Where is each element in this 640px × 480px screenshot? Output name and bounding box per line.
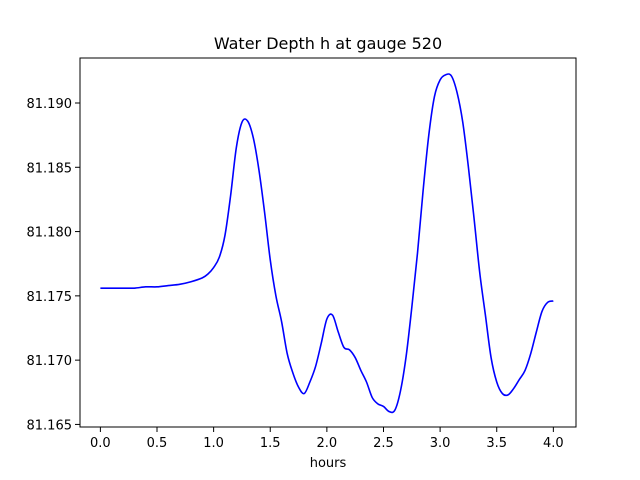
x-tick-label: 0.0 xyxy=(90,436,111,451)
x-axis-label: hours xyxy=(310,456,347,471)
x-tick-label: 3.5 xyxy=(486,436,507,451)
x-tick-label: 1.5 xyxy=(260,436,281,451)
chart-title: Water Depth h at gauge 520 xyxy=(214,34,442,53)
series-line xyxy=(100,73,554,414)
y-tick-label: 81.185 xyxy=(27,161,73,176)
series-layer xyxy=(100,73,554,414)
y-tick-label: 81.180 xyxy=(27,226,73,241)
x-tick-label: 2.0 xyxy=(317,436,338,451)
y-tick-label: 81.165 xyxy=(27,418,73,433)
y-tick-label: 81.170 xyxy=(27,354,73,369)
y-tick-label: 81.190 xyxy=(27,97,73,112)
x-tick-label: 4.0 xyxy=(543,436,564,451)
y-tick-label: 81.175 xyxy=(27,290,73,305)
x-tick-label: 0.5 xyxy=(147,436,168,451)
plot-frame xyxy=(79,57,577,428)
x-tick-label: 2.5 xyxy=(373,436,394,451)
x-axis: 0.0 0.5 1.0 1.5 2.0 2.5 3.0 3.5 4.0 xyxy=(90,427,564,451)
x-tick-label: 1.0 xyxy=(203,436,224,451)
y-axis: 81.165 81.170 81.175 81.180 81.185 81.190 xyxy=(27,97,80,433)
x-tick-label: 3.0 xyxy=(430,436,451,451)
